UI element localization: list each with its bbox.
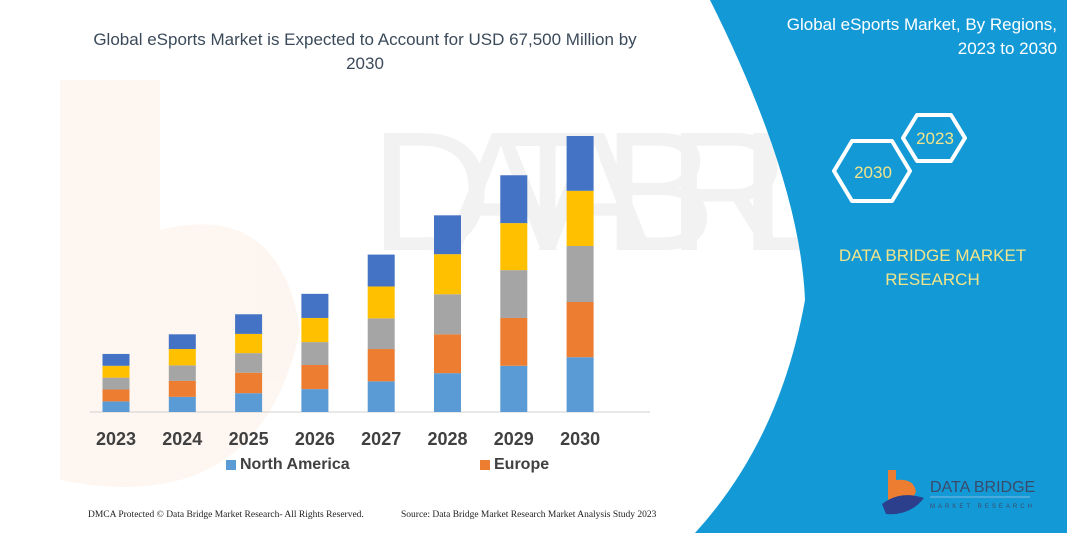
x-tick-label: 2030 (560, 429, 600, 449)
bar-segment-2028-series-5 (434, 215, 461, 255)
bar-segment-2029-europe (500, 317, 528, 366)
side-panel (695, 0, 1067, 533)
bar-segment-2023-series-5 (102, 353, 130, 366)
bar-segment-2024-europe (168, 380, 196, 397)
bar-segment-2027-europe (367, 349, 395, 382)
side-title-line1: Global eSports Market, By Regions, (786, 15, 1057, 34)
x-tick-label: 2023 (96, 429, 136, 449)
bar-segment-2023-europe (102, 389, 130, 402)
chart-title: Global eSports Market is Expected to Acc… (93, 30, 637, 73)
stacked-bar-chart: 2023 2024 2025 2026 2027 2028 2029 2030 (90, 136, 650, 449)
brand-text: DATA BRIDGE MARKET RESEARCH (820, 244, 1045, 292)
bar-segment-2028-series-3 (434, 294, 461, 335)
bar-segment-2025-series-4 (235, 333, 263, 354)
legend-swatch (226, 460, 236, 470)
svg-text:DATA BRIDGE: DATA BRIDGE (930, 479, 1035, 496)
bar-segment-2023-series-3 (102, 377, 130, 390)
bar-segment-2023-series-4 (102, 365, 130, 378)
x-tick-label: 2026 (295, 429, 335, 449)
side-title-line2: 2023 to 2030 (957, 39, 1057, 58)
bar-segment-2028-north-america (434, 373, 461, 412)
brand-line2: RESEARCH (885, 270, 980, 289)
bar-segment-2030-series-3 (566, 245, 594, 303)
x-tick-label: 2029 (494, 429, 534, 449)
svg-text:MARKET RESEARCH: MARKET RESEARCH (930, 504, 1035, 510)
bar-segment-2029-series-5 (500, 175, 528, 224)
legend-label: Europe (494, 456, 550, 473)
bar-segment-2026-north-america (301, 389, 329, 412)
bar-segment-2024-north-america (168, 396, 196, 412)
bar-segment-2028-europe (434, 334, 461, 374)
bar-segment-2027-north-america (367, 381, 395, 412)
bar-segment-2024-series-3 (168, 365, 196, 381)
source-note: Source: Data Bridge Market Research Mark… (401, 510, 657, 520)
x-tick-label: 2027 (361, 429, 401, 449)
bar-segment-2025-series-3 (235, 353, 263, 373)
x-tick-label: 2028 (427, 429, 467, 449)
legend-item-europe: Europe (480, 456, 549, 474)
bar-segment-2023-north-america (102, 401, 130, 412)
bar-segment-2030-north-america (566, 357, 594, 412)
legend-swatch (480, 460, 490, 470)
hexagon-2023 (901, 113, 967, 163)
bar-segment-2025-north-america (235, 393, 263, 412)
bar-segment-2029-series-3 (500, 270, 528, 318)
bar-segment-2028-series-4 (434, 254, 461, 295)
bar-segment-2029-series-4 (500, 223, 528, 271)
bar-segment-2030-europe (566, 302, 594, 358)
data-bridge-logo: DATA BRIDGE MARKET RESEARCH (880, 468, 1040, 522)
hexagon-2030 (832, 139, 912, 203)
hex-label-2030: 2030 (854, 163, 892, 182)
side-panel-title: Global eSports Market, By Regions, 2023 … (737, 13, 1057, 61)
bar-segment-2027-series-5 (367, 254, 395, 287)
bar-segment-2024-series-5 (168, 334, 196, 350)
bar-segment-2030-series-4 (566, 190, 594, 246)
bar-segment-2025-europe (235, 372, 263, 394)
bar-segment-2026-series-3 (301, 342, 329, 365)
hex-label-2023: 2023 (916, 129, 954, 148)
bar-segment-2027-series-4 (367, 286, 395, 319)
bar-segment-2024-series-4 (168, 349, 196, 366)
bar-segment-2030-series-5 (566, 136, 594, 191)
x-tick-label: 2025 (229, 429, 269, 449)
copyright-notice: DMCA Protected © Data Bridge Market Rese… (88, 510, 364, 520)
bar-segment-2029-north-america (500, 365, 528, 412)
x-tick-label: 2024 (162, 429, 202, 449)
legend-label: North America (240, 456, 350, 473)
legend-item-north-america: North America (226, 456, 350, 474)
bar-segment-2026-europe (301, 364, 329, 390)
bar-segment-2026-series-5 (301, 293, 329, 318)
bar-segment-2026-series-4 (301, 317, 329, 343)
bar-segment-2027-series-3 (367, 318, 395, 350)
brand-line1: DATA BRIDGE MARKET (838, 246, 1027, 265)
bar-segment-2025-series-5 (235, 314, 263, 334)
